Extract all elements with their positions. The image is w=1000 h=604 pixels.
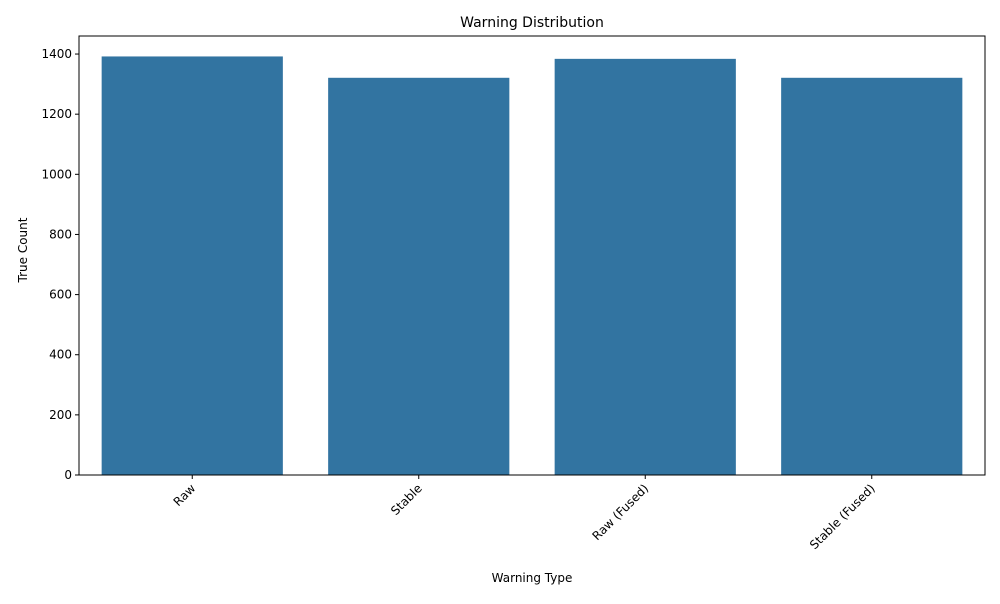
chart-title: Warning Distribution	[460, 15, 604, 31]
bar-raw-fused	[554, 58, 736, 476]
x-tick-label: Stable	[388, 481, 425, 518]
bar-stable	[328, 77, 510, 476]
y-tick-label: 200	[49, 408, 72, 422]
y-tick-label: 400	[49, 348, 72, 362]
x-tick-label: Raw (Fused)	[589, 481, 651, 543]
y-tick-label: 800	[49, 227, 72, 241]
bars-group	[101, 56, 963, 476]
bar-stable-fused	[781, 77, 963, 476]
y-tick-label: 600	[49, 288, 72, 302]
plot-frame	[78, 35, 986, 476]
x-tick-label: Stable (Fused)	[807, 481, 878, 552]
y-tick-label: 1000	[41, 167, 72, 181]
y-tick-label: 0	[64, 468, 72, 482]
x-tick-label: Raw	[171, 481, 199, 509]
y-axis: 0 200 400 600 800 1000 1200 1400	[41, 47, 79, 482]
x-axis: Raw Stable Raw (Fused) Stable (Fused)	[171, 475, 878, 552]
y-axis-label: True Count	[16, 217, 30, 283]
y-tick-label: 1400	[41, 47, 72, 61]
bar-raw	[101, 56, 283, 476]
y-tick-label: 1200	[41, 107, 72, 121]
x-axis-label: Warning Type	[492, 571, 573, 585]
